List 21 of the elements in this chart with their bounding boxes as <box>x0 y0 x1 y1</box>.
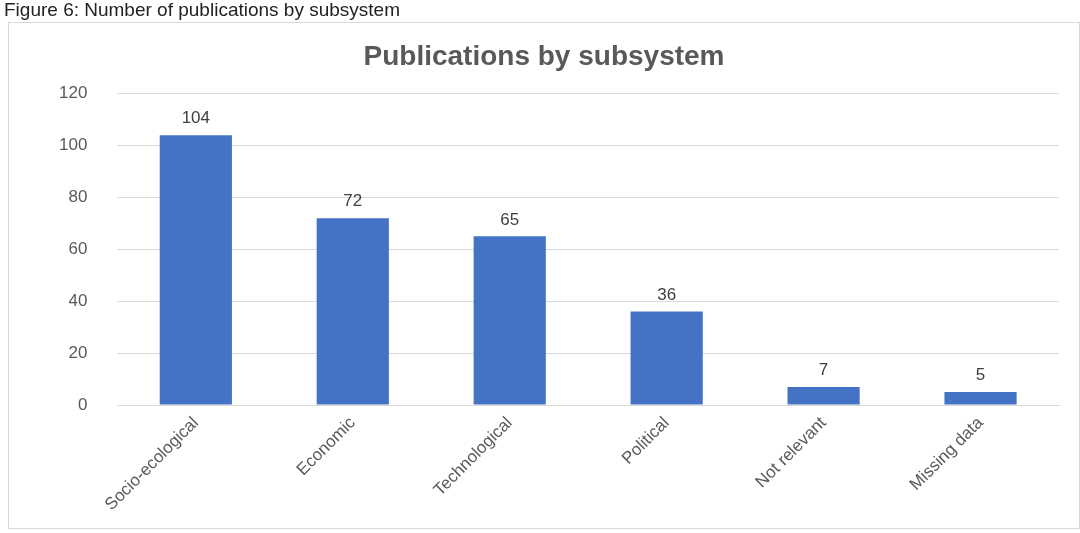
bar <box>473 236 546 405</box>
data-label: 5 <box>975 365 986 385</box>
y-tick-label: 0 <box>77 394 88 414</box>
data-label: 65 <box>500 209 520 229</box>
bar <box>630 311 703 405</box>
y-tick-label: 60 <box>68 239 88 259</box>
y-tick-label: 120 <box>58 83 88 103</box>
caption: Figure 6: Number of publications by subsystem <box>3 0 401 22</box>
y-tick-label: 80 <box>68 187 88 207</box>
chart-title: Publications by subsystem <box>363 39 725 71</box>
y-tick-label: 20 <box>68 342 88 362</box>
data-label: 7 <box>818 360 829 380</box>
bar <box>159 135 232 405</box>
y-tick-label: 40 <box>68 290 88 310</box>
bar <box>787 386 860 405</box>
y-tick-label: 100 <box>58 135 88 155</box>
data-label: 72 <box>343 191 363 211</box>
data-label: 104 <box>181 108 211 128</box>
data-label: 36 <box>657 284 677 304</box>
bar <box>944 392 1017 405</box>
bar <box>316 218 389 405</box>
